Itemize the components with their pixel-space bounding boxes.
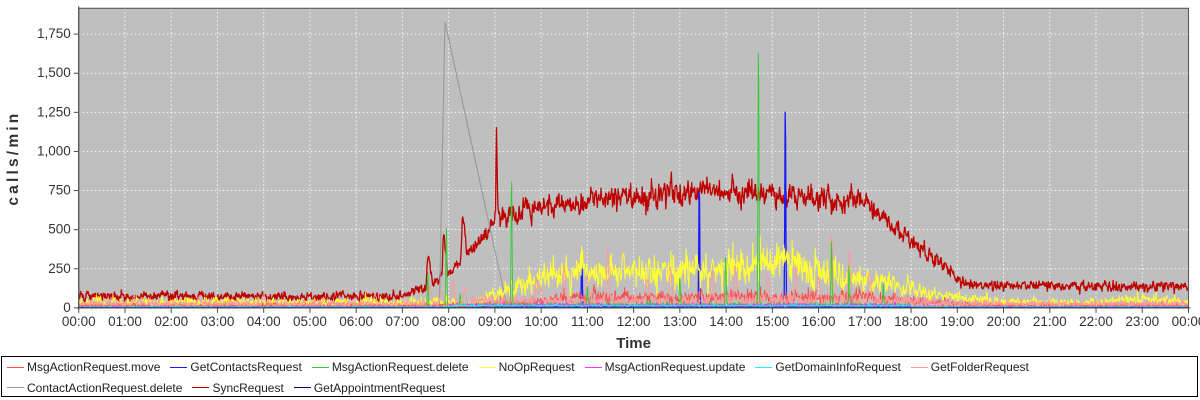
svg-text:1,500: 1,500 xyxy=(37,65,71,80)
svg-text:09:00: 09:00 xyxy=(478,314,512,329)
svg-text:07:00: 07:00 xyxy=(386,314,420,329)
svg-text:18:00: 18:00 xyxy=(894,314,928,329)
svg-text:1,000: 1,000 xyxy=(37,143,71,158)
svg-text:1,750: 1,750 xyxy=(37,26,71,41)
svg-text:00:00: 00:00 xyxy=(1172,314,1200,329)
svg-text:250: 250 xyxy=(48,261,71,276)
svg-text:19:00: 19:00 xyxy=(940,314,974,329)
svg-text:14:00: 14:00 xyxy=(709,314,743,329)
svg-text:22:00: 22:00 xyxy=(1079,314,1113,329)
svg-text:1,250: 1,250 xyxy=(37,104,71,119)
svg-text:11:00: 11:00 xyxy=(571,314,604,329)
svg-text:20:00: 20:00 xyxy=(987,314,1021,329)
svg-text:13:00: 13:00 xyxy=(663,314,697,329)
svg-text:16:00: 16:00 xyxy=(802,314,836,329)
svg-text:15:00: 15:00 xyxy=(755,314,789,329)
svg-text:Time: Time xyxy=(616,335,651,352)
svg-text:calls/min: calls/min xyxy=(5,111,22,206)
svg-text:04:00: 04:00 xyxy=(247,314,281,329)
svg-text:02:00: 02:00 xyxy=(154,314,188,329)
svg-text:08:00: 08:00 xyxy=(432,314,466,329)
svg-text:03:00: 03:00 xyxy=(201,314,235,329)
svg-text:500: 500 xyxy=(48,222,71,237)
svg-text:01:00: 01:00 xyxy=(108,314,142,329)
svg-text:00:00: 00:00 xyxy=(62,314,96,329)
svg-text:06:00: 06:00 xyxy=(339,314,373,329)
svg-text:0: 0 xyxy=(63,300,71,315)
svg-text:750: 750 xyxy=(48,183,71,198)
svg-text:23:00: 23:00 xyxy=(1125,314,1159,329)
svg-text:10:00: 10:00 xyxy=(524,314,558,329)
svg-text:17:00: 17:00 xyxy=(848,314,882,329)
svg-text:21:00: 21:00 xyxy=(1033,314,1067,329)
svg-text:05:00: 05:00 xyxy=(293,314,327,329)
svg-text:12:00: 12:00 xyxy=(617,314,651,329)
